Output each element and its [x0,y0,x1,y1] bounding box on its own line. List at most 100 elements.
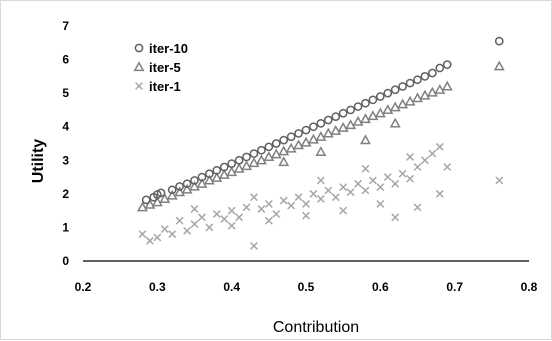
data-point [203,174,215,185]
y-tick-label: 7 [62,19,69,33]
data-point [233,162,245,173]
data-point [361,164,370,173]
data-point [315,131,327,141]
data-point [153,233,162,242]
data-point [294,193,303,202]
data-point [413,75,422,85]
data-point [361,98,370,108]
data-point [413,203,422,212]
data-point [197,172,207,182]
data-point [389,117,401,128]
data-point [441,80,453,91]
data-point [257,145,266,155]
data-point [285,142,297,153]
data-point [435,63,445,73]
data-point [428,149,437,158]
y-tick-label: 2 [62,187,69,201]
data-point [346,188,355,197]
data-point [391,179,400,188]
data-point [189,180,200,191]
data-point [435,189,444,198]
data-point [337,121,349,132]
data-point [375,92,385,101]
legend-label: iter-1 [149,79,181,94]
data-point [211,171,223,182]
data-point [316,194,325,203]
data-point [315,146,327,157]
y-tick-label: 6 [62,53,69,67]
data-point [420,72,430,81]
data-point [309,122,318,132]
data-point [263,151,275,162]
data-point [190,176,199,185]
data-point [234,155,244,165]
data-point [220,215,229,223]
y-tick-label: 4 [62,120,69,134]
axes: 0.2 0.3 0.4 0.5 0.6 0.7 0.8 0 1 2 3 4 5 6 7 [62,19,537,294]
legend-label: iter-10 [149,41,188,56]
y-tick-label: 0 [62,254,69,268]
data-point [339,206,348,215]
data-point [190,205,199,213]
data-point [389,101,401,112]
data-point [166,189,178,200]
data-point [338,108,348,118]
data-point [227,159,237,168]
data-point [426,86,438,97]
data-point [442,60,452,69]
data-point [359,134,371,145]
data-point [300,136,312,147]
data-point [271,139,281,148]
data-point [421,156,429,165]
data-point [404,95,416,106]
data-point [435,142,444,151]
legend: iter-10 iter-5 iter-1 [133,41,188,94]
data-point [293,139,305,150]
data-point [286,132,296,142]
data-point [242,203,251,212]
data-point [235,213,244,222]
data-point [181,183,193,194]
data-point [141,195,151,205]
legend-marker-iter-5 [133,61,145,72]
data-point [159,193,171,204]
data-point [212,210,221,218]
data-point [279,196,288,205]
data-point [250,193,258,202]
data-point [397,98,409,109]
data-point [353,102,363,111]
series-iter-10 [141,36,504,205]
data-point [383,173,392,182]
data-point [359,113,371,124]
data-point [434,84,446,94]
data-point [316,119,326,128]
data-point [367,110,379,121]
y-tick-label: 1 [62,220,69,234]
data-point [196,178,208,188]
data-point [175,216,184,225]
data-point [294,129,303,138]
data-point [354,179,362,188]
data-point [257,205,266,213]
data-point [495,176,504,185]
data-point [227,206,236,215]
data-point [218,168,230,179]
data-point [307,133,319,144]
data-point [398,82,407,91]
data-point [339,183,348,192]
data-point [331,193,340,202]
series-iter-5 [136,60,505,212]
legend-label: iter-5 [149,60,181,75]
data-point [405,78,415,88]
data-point [242,152,251,162]
data-point [361,186,370,195]
data-point [205,169,214,179]
data-point [398,169,407,178]
data-point [376,183,385,192]
data-point [352,115,364,126]
data-point [219,162,229,172]
data-point [374,107,386,118]
y-tick-label: 5 [62,86,69,100]
data-point [493,60,505,71]
